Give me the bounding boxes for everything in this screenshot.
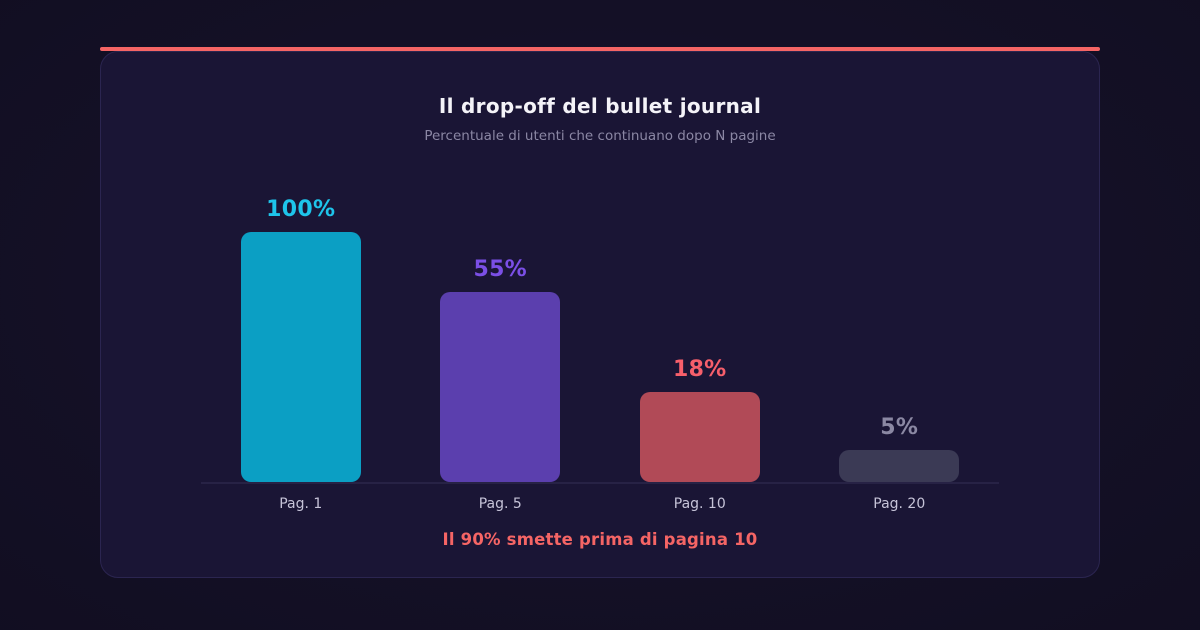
bar-column: 18%: [600, 197, 800, 482]
chart-title: Il drop-off del bullet journal: [438, 94, 762, 118]
bar: [440, 292, 561, 482]
bar-value-label: 18%: [672, 357, 727, 382]
bar-value-label: 55%: [473, 257, 528, 282]
x-tick-label: Pag. 5: [478, 496, 522, 512]
bar-column: 100%: [201, 197, 401, 482]
bar-column: 55%: [401, 197, 601, 482]
x-tick-label: Pag. 20: [873, 496, 926, 512]
x-tick-label: Pag. 10: [673, 496, 726, 512]
bar: [639, 392, 760, 482]
card-top-accent-line: [100, 47, 1100, 51]
chart-subtitle: Percentuale di utenti che continuano dop…: [424, 128, 776, 144]
bar: [839, 450, 960, 482]
chart-card: Il drop-off del bullet journal Percentua…: [100, 51, 1100, 578]
bar-column: 5%: [800, 197, 1000, 482]
bar-value-label: 100%: [266, 197, 336, 222]
chart-annotation: Il 90% smette prima di pagina 10: [442, 530, 758, 549]
bar-chart: 100% 55% 18% 5%: [201, 197, 999, 482]
bar: [240, 232, 361, 482]
x-axis-tick-labels: Pag. 1 Pag. 5 Pag. 10 Pag. 20: [201, 496, 999, 512]
x-tick-label: Pag. 1: [279, 496, 323, 512]
x-axis-line: [201, 482, 999, 484]
bar-value-label: 5%: [880, 415, 919, 440]
